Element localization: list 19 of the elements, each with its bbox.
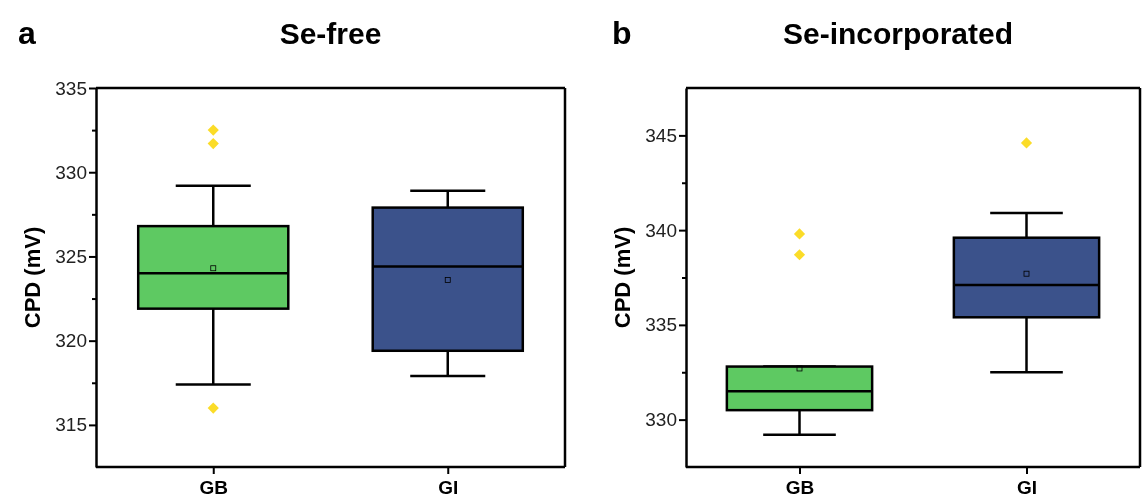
y-tick-label: 340 (645, 219, 677, 241)
y-tick-label: 320 (55, 330, 87, 352)
text: a (18, 15, 36, 51)
y-tick-label: 330 (55, 161, 87, 183)
y-tick-label: 325 (55, 246, 87, 268)
y-tick-label: 335 (55, 77, 87, 99)
y-axis-title: CPD (mV) (610, 226, 635, 329)
x-tick-label: GI (438, 477, 459, 499)
chart-title: Se-incorporated (782, 17, 1014, 50)
y-tick-label: 335 (645, 314, 677, 336)
text: b (612, 15, 632, 51)
chart-title: Se-free (279, 17, 382, 50)
x-tick-label: GB (199, 477, 228, 499)
y-tick-label: 315 (55, 414, 87, 436)
x-tick-label: GB (785, 477, 815, 499)
y-tick-label: 330 (645, 409, 677, 431)
y-axis-title: CPD (mV) (20, 226, 45, 329)
x-tick-label: GI (1016, 477, 1038, 499)
y-tick-label: 345 (645, 124, 677, 146)
